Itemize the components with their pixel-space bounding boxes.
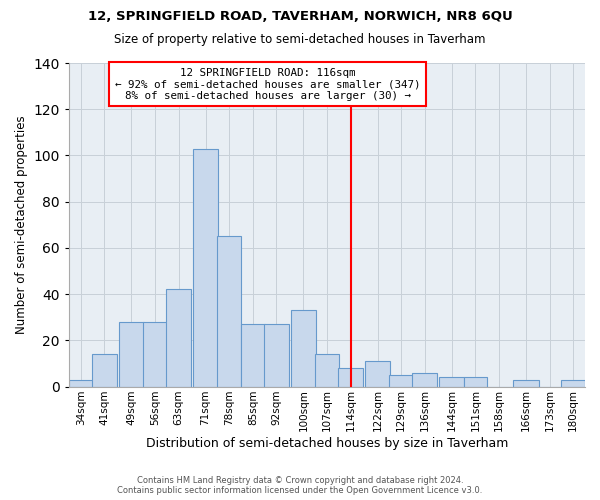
Bar — [143, 322, 167, 386]
Bar — [412, 372, 437, 386]
Bar — [241, 324, 265, 386]
Bar — [562, 380, 585, 386]
Bar — [166, 290, 191, 386]
Bar — [69, 380, 92, 386]
Bar — [514, 380, 539, 386]
Bar — [92, 354, 117, 386]
Bar — [119, 322, 144, 386]
Bar — [264, 324, 289, 386]
Bar — [193, 148, 218, 386]
Bar — [389, 375, 413, 386]
Text: 12 SPRINGFIELD ROAD: 116sqm
← 92% of semi-detached houses are smaller (347)
8% o: 12 SPRINGFIELD ROAD: 116sqm ← 92% of sem… — [115, 68, 421, 101]
Text: 12, SPRINGFIELD ROAD, TAVERHAM, NORWICH, NR8 6QU: 12, SPRINGFIELD ROAD, TAVERHAM, NORWICH,… — [88, 10, 512, 23]
X-axis label: Distribution of semi-detached houses by size in Taverham: Distribution of semi-detached houses by … — [146, 437, 508, 450]
Bar — [464, 378, 487, 386]
Text: Size of property relative to semi-detached houses in Taverham: Size of property relative to semi-detach… — [114, 32, 486, 46]
Bar — [217, 236, 241, 386]
Bar — [291, 310, 316, 386]
Bar — [315, 354, 339, 386]
Y-axis label: Number of semi-detached properties: Number of semi-detached properties — [15, 116, 28, 334]
Bar — [338, 368, 363, 386]
Bar — [439, 378, 464, 386]
Text: Contains HM Land Registry data © Crown copyright and database right 2024.
Contai: Contains HM Land Registry data © Crown c… — [118, 476, 482, 495]
Bar — [365, 361, 390, 386]
